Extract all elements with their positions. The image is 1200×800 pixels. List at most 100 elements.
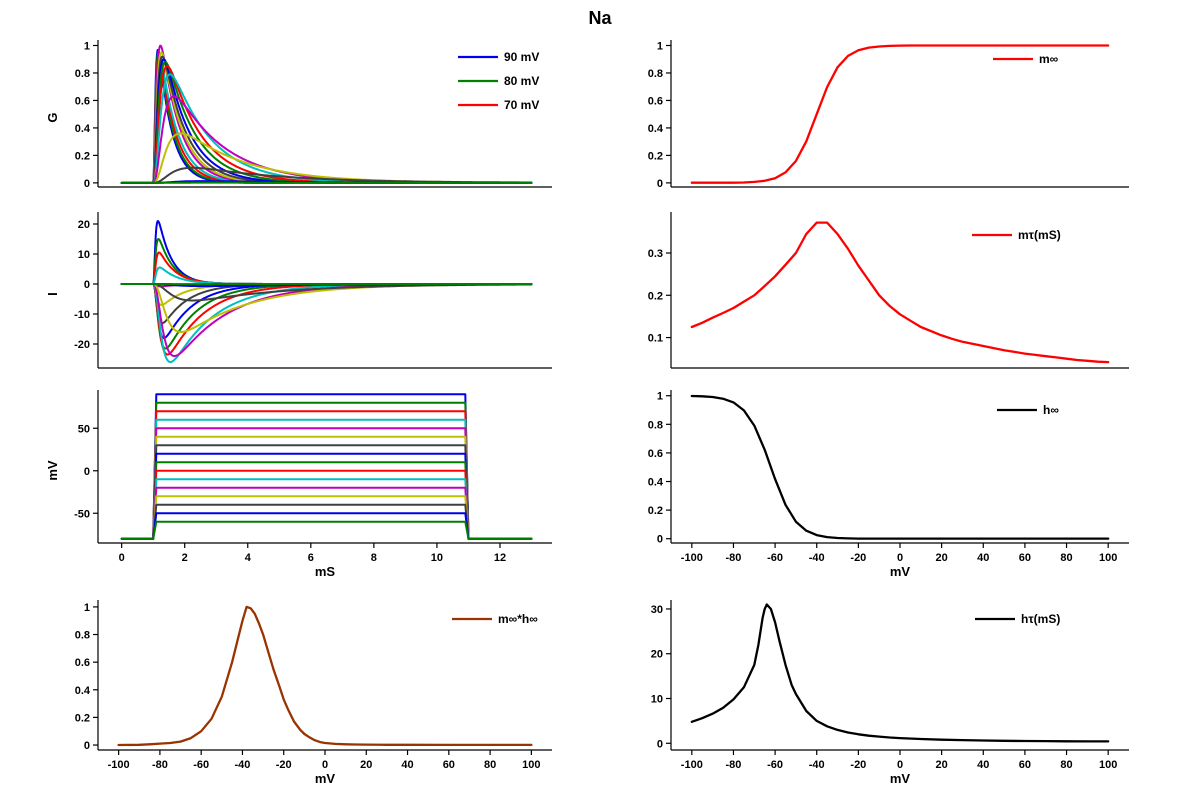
series-mtau [690,221,1110,364]
x-tick-label: -80 [726,759,742,771]
y-tick-label: 0.4 [648,123,664,135]
legend-label: hτ(mS) [1021,612,1060,626]
x-tick-label: -20 [276,759,292,771]
y-tick-label: 0.8 [75,630,90,642]
legend-label: h∞ [1043,403,1059,417]
x-tick-label: -20 [850,552,866,564]
x-axis-label: mS [315,564,336,579]
x-tick-label: -40 [809,759,825,771]
y-axis-label: mV [45,460,60,481]
x-tick-label: -100 [681,552,703,564]
y-axis-label: G [45,112,60,122]
y-tick-label: 50 [78,423,90,435]
y-tick-label: 0 [84,466,90,478]
x-tick-label: 12 [494,552,506,564]
y-tick-label: 20 [651,649,663,661]
legend-label: 90 mV [504,50,539,64]
subplot-current: -20 -10 0 10 20 I [45,212,552,369]
y-tick-label: 0.3 [648,248,663,260]
y-tick-label: 0 [84,279,90,291]
y-tick-label: 0 [657,178,663,190]
subplot-conductance: 0 0.2 0.4 0.6 0.8 1 G 90 mV 80 mV 70 mV [45,40,552,190]
x-tick-label: 100 [522,759,540,771]
series-step 90mV [120,393,533,540]
y-tick-label: 1 [84,602,90,614]
x-tick-label: 40 [977,759,989,771]
x-tick-label: 2 [182,552,188,564]
x-tick-label: 20 [360,759,372,771]
y-tick-label: 0.6 [75,95,90,107]
y-tick-label: 0.8 [75,68,90,80]
y-tick-label: 0.6 [75,657,90,669]
y-tick-label: 10 [651,694,663,706]
series-G 20mV [120,58,533,184]
series-step 10mV [120,461,533,540]
x-tick-label: 80 [1060,552,1072,564]
x-tick-label: -100 [681,759,703,771]
series-step -60mV [120,520,533,540]
y-tick-label: 0 [657,738,663,750]
subplot-hinf: 0 0.2 0.4 0.6 0.8 1 -100 -80 -60 -40 -20 0 20 40 60 80 1… [648,390,1129,579]
subplot-htau: 0 10 20 30 -100 -80 -60 -40 -20 0 20 40 60 80 100 mV hτ(… [651,600,1129,786]
y-tick-label: 1 [84,40,90,52]
x-tick-label: 100 [1099,759,1117,771]
y-tick-label: 0.1 [648,333,663,345]
x-tick-label: -80 [152,759,168,771]
series-minf [690,44,1110,184]
x-tick-label: 8 [371,552,377,564]
series-minf*hinf [117,605,533,747]
subplot-minf: 0 0.2 0.4 0.6 0.8 1 m∞ [648,40,1129,190]
x-axis-label: mV [890,771,911,786]
y-tick-label: 0.8 [648,68,663,80]
x-tick-label: 0 [322,759,328,771]
y-tick-label: -50 [74,508,90,520]
y-tick-label: -10 [74,309,90,321]
y-tick-label: 0.4 [75,123,91,135]
legend-label: mτ(mS) [1018,228,1061,242]
x-tick-label: 20 [936,552,948,564]
figure-title: Na [588,8,612,28]
x-tick-label: 0 [897,552,903,564]
x-tick-label: 80 [1060,759,1072,771]
x-tick-label: 100 [1099,552,1117,564]
y-tick-label: 0.2 [75,150,90,162]
y-tick-label: -20 [74,339,90,351]
x-tick-label: -20 [850,759,866,771]
y-tick-label: 0 [84,740,90,752]
series-step -50mV [120,512,533,540]
x-tick-label: 80 [484,759,496,771]
legend-label: 70 mV [504,98,539,112]
y-tick-label: 0.2 [648,505,663,517]
series-step 70mV [120,410,533,540]
y-tick-label: 0 [657,534,663,546]
x-tick-label: 0 [119,552,125,564]
y-tick-label: 0.2 [75,712,90,724]
x-axis-label: mV [315,771,336,786]
x-tick-label: 6 [308,552,314,564]
y-tick-label: 0.6 [648,448,663,460]
y-tick-label: 0.4 [648,477,664,489]
y-tick-label: 0 [84,178,90,190]
y-tick-label: 0.6 [648,95,663,107]
series-step 30mV [120,444,533,540]
y-axis-label: I [45,292,60,296]
x-tick-label: 4 [245,552,252,564]
y-tick-label: 0.4 [75,685,91,697]
y-tick-label: 1 [657,391,663,403]
x-tick-label: 40 [401,759,413,771]
x-tick-label: 40 [977,552,989,564]
x-tick-label: 60 [1019,759,1031,771]
legend-label: 80 mV [504,74,539,88]
series-hinf [690,394,1110,540]
y-tick-label: 0.8 [648,419,663,431]
x-tick-label: -80 [726,552,742,564]
y-tick-label: 0.2 [648,290,663,302]
x-axis-label: mV [890,564,911,579]
x-tick-label: -100 [108,759,130,771]
series-step -30mV [120,495,533,540]
y-tick-label: 0.2 [648,150,663,162]
x-tick-label: 60 [1019,552,1031,564]
legend-label: m∞*h∞ [498,612,538,626]
y-tick-label: 1 [657,40,663,52]
